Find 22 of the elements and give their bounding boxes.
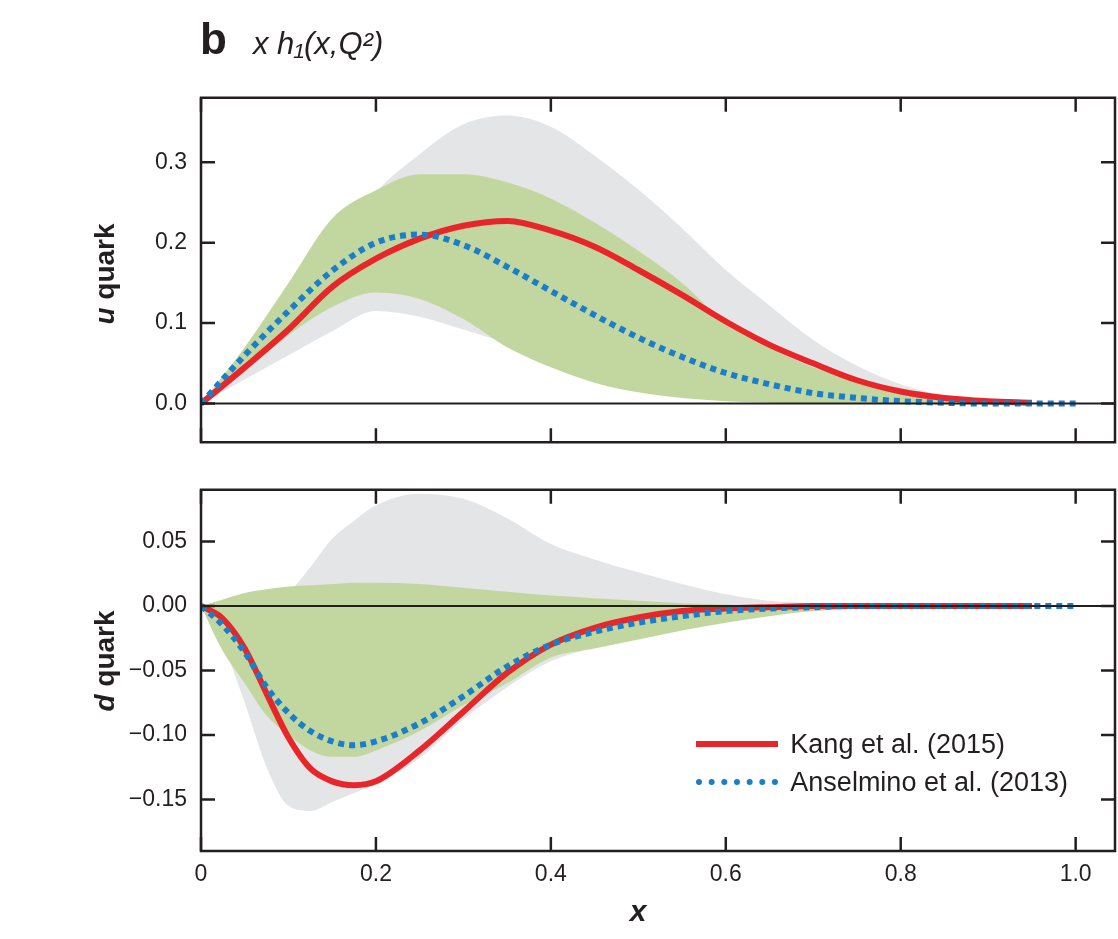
y-tick-label: −0.05 <box>128 655 187 682</box>
x-axis-title: x <box>628 894 648 928</box>
legend-label: Anselmino et al. (2013) <box>790 766 1068 798</box>
y-axis-title: d quark <box>89 608 121 714</box>
x-tick-label: 0 <box>194 860 208 887</box>
x-tick-label: 0.4 <box>534 860 568 887</box>
y-axis-title: u quark <box>89 222 121 327</box>
y-tick-label: 0.05 <box>142 526 187 553</box>
x-tick-label: 0.8 <box>884 860 917 887</box>
y-tick-label: 0.0 <box>155 388 187 415</box>
y-tick-label: 0.3 <box>155 147 187 174</box>
y-tick-label: 0.1 <box>155 308 187 335</box>
y-tick-label: 0.2 <box>155 227 187 254</box>
y-tick-label: 0.00 <box>142 591 187 618</box>
y-tick-label: −0.10 <box>128 720 187 747</box>
x-tick-label: 1.0 <box>1059 860 1092 887</box>
y-tick-label: −0.15 <box>128 784 187 811</box>
chart-title: x h₁(x,Q²) <box>252 26 384 62</box>
x-tick-label: 0.2 <box>359 860 392 887</box>
x-tick-label: 0.6 <box>709 860 742 887</box>
legend-label: Kang et al. (2015) <box>790 728 1005 760</box>
text: b <box>200 14 227 64</box>
